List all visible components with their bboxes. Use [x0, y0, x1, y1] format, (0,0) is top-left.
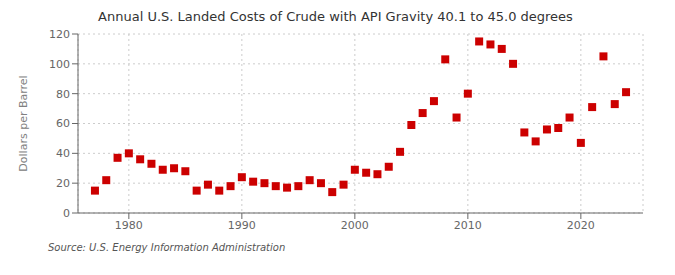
svg-text:120: 120: [49, 28, 70, 41]
svg-text:0: 0: [63, 207, 70, 220]
svg-text:80: 80: [56, 88, 70, 101]
svg-text:2020: 2020: [567, 219, 595, 232]
html-text:Source: U.S. Energy Informatio: Source: U.S. Energy Information Administ…: [48, 242, 286, 253]
svg-text:40: 40: [56, 147, 70, 160]
svg-text:2000: 2000: [341, 219, 369, 232]
svg-text:Dollars per Barrel: Dollars per Barrel: [17, 75, 30, 171]
svg-text:2010: 2010: [454, 219, 482, 232]
svg-text:100: 100: [49, 58, 70, 71]
svg-text:20: 20: [56, 177, 70, 190]
html-text:Annual U.S. Landed Costs of Cr: Annual U.S. Landed Costs of Crude with A…: [98, 9, 573, 24]
svg-text:1990: 1990: [228, 219, 256, 232]
svg-text:1980: 1980: [115, 219, 143, 232]
svg-text:60: 60: [56, 117, 70, 130]
